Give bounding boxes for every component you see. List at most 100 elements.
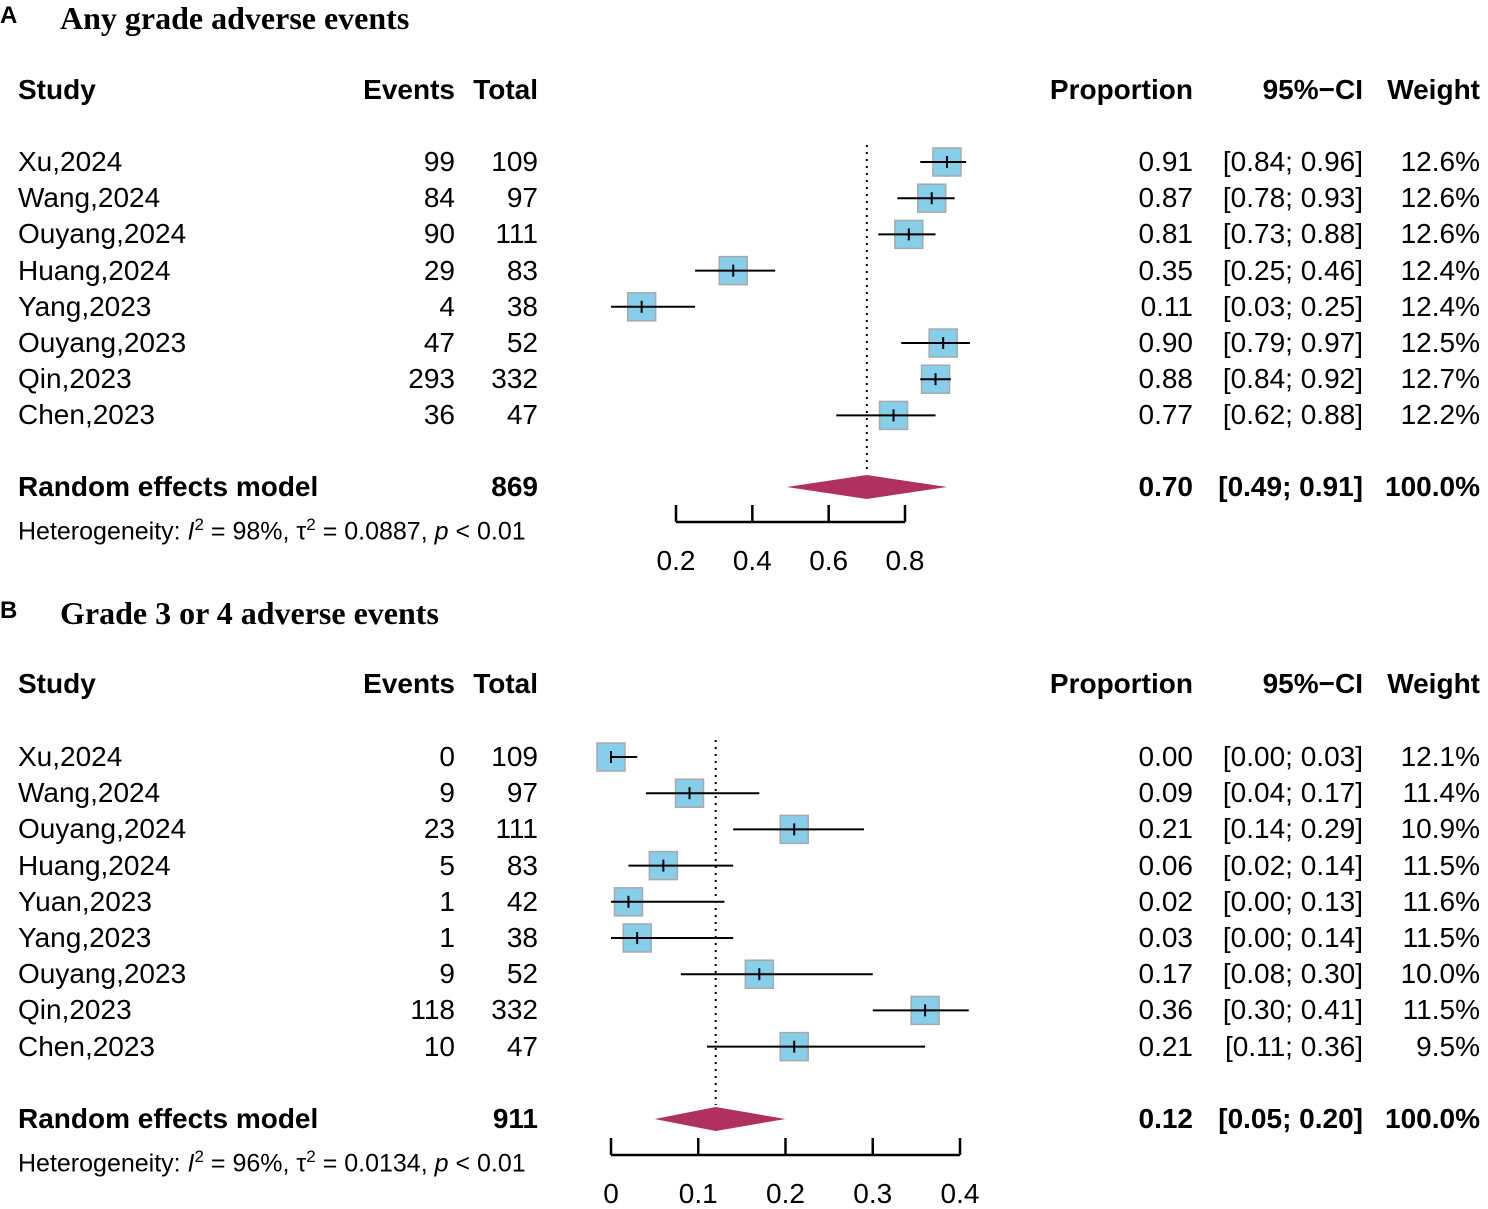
study-proportion: 0.36: [1138, 994, 1194, 1026]
x-tick-label: 0.1: [679, 1178, 718, 1209]
study-proportion: 0.21: [1138, 1030, 1194, 1062]
study-events: 9: [439, 777, 455, 809]
study-weight: 11.5%: [1402, 994, 1480, 1026]
study-ci: [0.04; 0.17]: [1222, 777, 1363, 809]
study-total: 111: [495, 813, 538, 845]
header-ci: 95%−CI: [1262, 74, 1363, 105]
summary-ci: [0.49; 0.91]: [1218, 471, 1363, 502]
study-proportion: 0.87: [1138, 182, 1194, 214]
x-tick-label: 0.6: [809, 545, 848, 576]
header-proportion: Proportion: [1049, 668, 1193, 699]
study-total: 38: [506, 922, 538, 953]
study-ci: [0.11; 0.36]: [1224, 1030, 1363, 1062]
study-ci: [0.00; 0.13]: [1222, 885, 1363, 917]
study-events: 23: [423, 813, 455, 845]
panel-title: Grade 3 or 4 adverse events: [60, 595, 439, 631]
study-events: 36: [423, 399, 455, 431]
study-proportion: 0.09: [1138, 777, 1194, 809]
study-events: 90: [423, 218, 455, 250]
header-proportion: Proportion: [1049, 74, 1193, 105]
header-weight: Weight: [1387, 74, 1480, 105]
study-ci: [0.79; 0.97]: [1222, 327, 1363, 358]
header-study: Study: [18, 668, 96, 699]
study-events: 4: [439, 290, 455, 322]
study-weight: 12.1%: [1400, 741, 1480, 772]
study-ci: [0.00; 0.14]: [1222, 922, 1363, 953]
study-proportion: 0.17: [1138, 958, 1194, 990]
study-weight: 12.5%: [1400, 327, 1480, 358]
study-total: 109: [491, 146, 538, 177]
study-total: 47: [506, 399, 538, 431]
x-tick-label: 0.2: [766, 1178, 805, 1209]
study-ci: [0.14; 0.29]: [1222, 813, 1363, 845]
panel-label: A: [0, 2, 18, 29]
study-ci: [0.84; 0.96]: [1222, 146, 1363, 177]
study-mark: [695, 255, 776, 286]
study-mark: [872, 995, 969, 1026]
study-name: Ouyang,2023: [18, 327, 187, 358]
study-ci: [0.25; 0.46]: [1222, 254, 1363, 286]
study-ci: [0.78; 0.93]: [1222, 182, 1363, 214]
study-name: Qin,2023: [18, 363, 132, 395]
forest-plot-a: 0.2 0.4 0.6 0.8: [611, 145, 970, 576]
forest-plot-b: 0 0.1 0.2 0.3 0.4: [596, 740, 980, 1209]
study-name: Xu,2024: [18, 146, 123, 177]
study-proportion: 0.02: [1138, 885, 1194, 917]
study-mark: [628, 850, 734, 881]
study-proportion: 0.90: [1138, 327, 1194, 358]
header-total: Total: [473, 74, 538, 105]
header-total: Total: [473, 668, 538, 699]
study-total: 52: [506, 327, 538, 358]
study-name: Yang,2023: [18, 922, 152, 953]
summary-diamond: [654, 1107, 786, 1131]
summary-proportion: 0.70: [1138, 471, 1194, 502]
study-name: Ouyang,2023: [18, 958, 187, 990]
study-weight: 11.6%: [1402, 885, 1480, 917]
study-name: Ouyang,2024: [18, 813, 187, 845]
study-total: 47: [506, 1030, 538, 1062]
study-proportion: 0.35: [1138, 254, 1194, 286]
header-events: Events: [363, 74, 455, 105]
study-weight: 11.5%: [1402, 922, 1480, 953]
study-weight: 11.5%: [1402, 849, 1480, 881]
study-name: Yuan,2023: [18, 885, 152, 917]
summary-total: 911: [492, 1103, 538, 1134]
study-total: 97: [506, 182, 538, 214]
study-mark: [611, 923, 734, 953]
study-events: 99: [423, 146, 455, 177]
study-mark: [611, 292, 696, 322]
study-mark: [920, 364, 951, 394]
study-ci: [0.84; 0.92]: [1222, 363, 1363, 395]
study-events: 9: [439, 958, 455, 990]
study-ci: [0.03; 0.25]: [1222, 290, 1363, 322]
study-weight: 12.4%: [1400, 254, 1480, 286]
summary-total: 869: [491, 471, 538, 502]
study-weight: 12.2%: [1400, 399, 1480, 431]
study-mark: [897, 183, 955, 213]
study-mark: [901, 328, 970, 358]
study-events: 29: [423, 254, 455, 286]
study-mark: [836, 400, 936, 431]
study-proportion: 0.91: [1138, 146, 1194, 177]
study-name: Huang,2024: [18, 254, 171, 286]
study-ci: [0.08; 0.30]: [1222, 958, 1363, 990]
study-events: 0: [439, 741, 455, 772]
summary-weight: 100.0%: [1385, 1103, 1480, 1134]
study-proportion: 0.81: [1138, 218, 1194, 250]
study-total: 42: [506, 885, 538, 917]
panel-a: A Any grade adverse events Study Events …: [0, 0, 1488, 595]
study-name: Yang,2023: [18, 290, 152, 322]
heterogeneity: Heterogeneity: I2 = 98%, τ2 = 0.0887, p …: [18, 515, 526, 546]
study-total: 332: [491, 363, 538, 395]
study-weight: 10.0%: [1400, 958, 1480, 990]
summary-label: Random effects model: [18, 471, 319, 502]
study-name: Ouyang,2024: [18, 218, 187, 250]
study-ci: [0.62; 0.88]: [1222, 399, 1363, 431]
x-tick-label: 0: [603, 1178, 619, 1209]
summary-proportion: 0.12: [1138, 1103, 1194, 1134]
study-name: Huang,2024: [18, 849, 171, 881]
study-events: 47: [423, 327, 455, 358]
study-mark: [611, 887, 725, 917]
study-events: 5: [439, 849, 455, 881]
x-tick-label: 0.4: [941, 1178, 980, 1209]
